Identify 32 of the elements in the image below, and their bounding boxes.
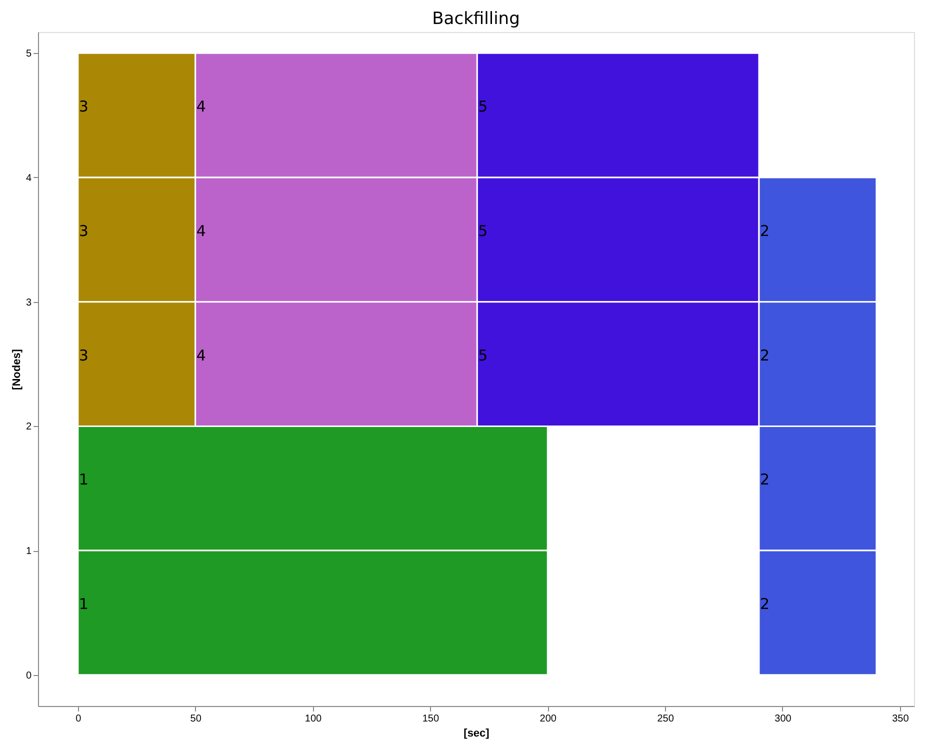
x-tick-label: 0 xyxy=(76,714,82,724)
text: 1 xyxy=(78,595,88,614)
text: 2 xyxy=(760,346,770,364)
y-tick-label: 3 xyxy=(26,297,32,308)
x-tick-label: 150 xyxy=(422,714,440,724)
text: 3 xyxy=(78,222,88,240)
series-label: 3 xyxy=(78,98,88,116)
x-tick-label: 350 xyxy=(892,714,910,724)
series-label: 2 xyxy=(760,222,770,240)
text: 4 xyxy=(196,346,206,364)
y-axis-title: [Nodes] xyxy=(10,348,23,390)
x-tick-label: 300 xyxy=(774,714,792,724)
y-tick-label: 2 xyxy=(26,422,32,433)
text: 4 xyxy=(196,222,206,240)
x-tick-label: 100 xyxy=(304,714,322,724)
y-tick-label: 5 xyxy=(26,48,32,60)
y-tick-label: 0 xyxy=(26,670,32,682)
x-tick-label: 250 xyxy=(657,714,674,724)
text: 2 xyxy=(760,595,770,614)
text: 2 xyxy=(760,470,770,489)
series-label: 5 xyxy=(478,98,488,116)
x-tick-label: 200 xyxy=(540,714,557,724)
chart-title: Backfilling xyxy=(432,9,520,29)
series-label: 1 xyxy=(78,470,88,489)
series-label: 4 xyxy=(196,98,206,116)
y-tick-label: 4 xyxy=(26,172,32,184)
text: 5 xyxy=(478,346,488,364)
x-axis-title: [sec] xyxy=(464,728,490,740)
text: 5 xyxy=(478,222,488,240)
text: 3 xyxy=(78,346,88,364)
y-tick-label: 1 xyxy=(26,546,32,558)
x-tick-label: 50 xyxy=(190,714,202,724)
